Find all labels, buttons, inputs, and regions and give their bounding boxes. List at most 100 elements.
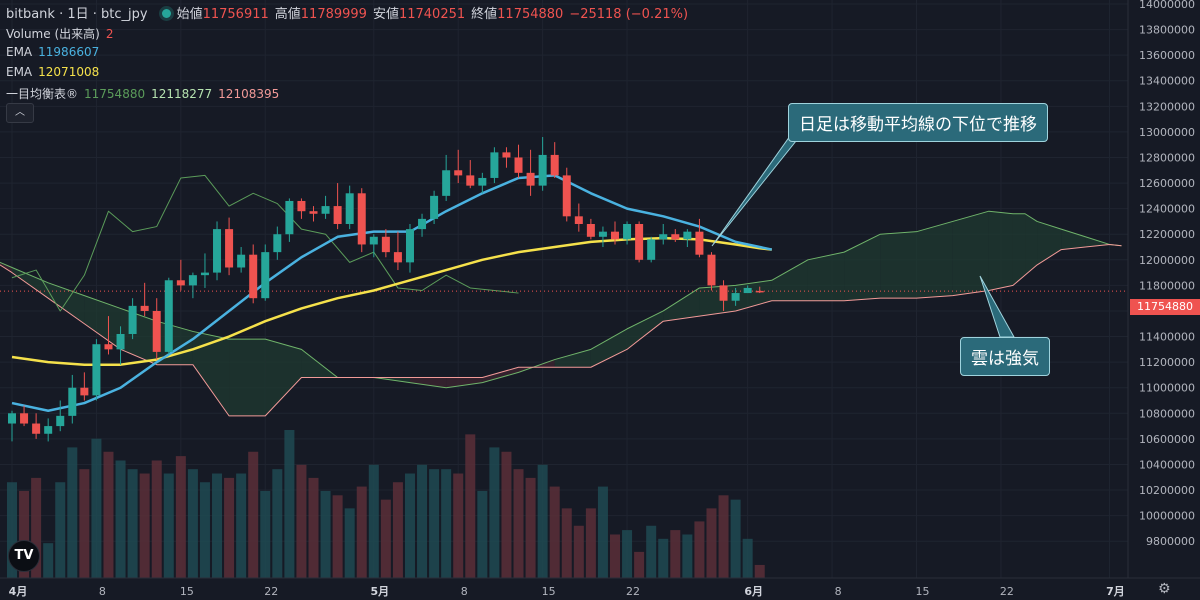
candle-body[interactable] (152, 310, 161, 352)
volume-bar (392, 482, 403, 578)
ema2-legend[interactable]: EMA 12071008 (6, 65, 105, 79)
volume-legend[interactable]: Volume (出来高) 2 (6, 25, 119, 42)
time-tick-label: 15 (180, 585, 194, 598)
candle-body[interactable] (140, 305, 149, 311)
candle-body[interactable] (92, 344, 101, 396)
candle-body[interactable] (731, 293, 740, 301)
candle-body[interactable] (381, 236, 390, 253)
candle-body[interactable] (20, 413, 29, 424)
candle-body[interactable] (514, 157, 523, 173)
candle-body[interactable] (273, 234, 282, 253)
candle-body[interactable] (176, 280, 185, 286)
tradingview-logo[interactable]: TV (8, 540, 40, 572)
symbol-name[interactable]: bitbank · 1日 · btc_jpy (6, 7, 148, 22)
candle-body[interactable] (213, 229, 222, 273)
candle-body[interactable] (719, 285, 728, 301)
candle-body[interactable] (333, 206, 342, 224)
candle-body[interactable] (454, 170, 463, 176)
ichimoku-legend[interactable]: 一目均衡表® 11754880 12118277 12108395 (6, 85, 285, 102)
candle-body[interactable] (586, 223, 595, 237)
candle-body[interactable] (68, 387, 77, 416)
candle-body[interactable] (405, 229, 414, 263)
ichimoku-value-1: 11754880 (84, 87, 146, 101)
candle-body[interactable] (430, 195, 439, 219)
gear-icon[interactable]: ⚙ (1158, 581, 1171, 597)
volume-bar (272, 469, 283, 578)
candle-body[interactable] (357, 193, 366, 245)
candle-body[interactable] (116, 333, 125, 350)
legend-collapse-button[interactable]: ︿ (6, 103, 34, 123)
time-axis[interactable] (0, 578, 1200, 600)
ichimoku-cloud-segment (265, 339, 302, 416)
candle-body[interactable] (32, 423, 41, 434)
price-tick-label: 10000000 (1139, 510, 1195, 523)
candle-body[interactable] (659, 234, 668, 240)
candle-body[interactable] (526, 172, 535, 186)
candle-body[interactable] (671, 234, 680, 240)
volume-label: Volume (出来高) (6, 27, 100, 41)
volume-bar (634, 551, 645, 578)
candle-body[interactable] (164, 280, 173, 352)
candle-body[interactable] (297, 200, 306, 212)
volume-bar (296, 464, 307, 578)
candle-body[interactable] (478, 177, 487, 186)
candle-body[interactable] (683, 231, 692, 240)
candle-body[interactable] (743, 287, 752, 294)
candle-body[interactable] (44, 426, 53, 434)
volume-bar (320, 490, 331, 578)
price-tick-label: 13800000 (1139, 24, 1195, 37)
callout-ema-note: 日足は移動平均線の下位で推移 (788, 103, 1048, 142)
ichimoku-cloud-segment (952, 211, 989, 296)
candle-body[interactable] (598, 231, 607, 237)
candle-body[interactable] (707, 254, 716, 286)
candle-body[interactable] (635, 223, 644, 260)
chevron-up-icon: ︿ (15, 107, 25, 118)
candle-body[interactable] (8, 413, 16, 424)
candle-body[interactable] (249, 254, 258, 299)
volume-bar (7, 482, 17, 578)
candle-body[interactable] (418, 218, 427, 230)
candle-body[interactable] (755, 290, 764, 293)
candle-body[interactable] (104, 344, 113, 350)
candle-body[interactable] (695, 231, 704, 255)
candle-body[interactable] (188, 275, 197, 286)
candle-body[interactable] (550, 154, 559, 176)
candle-body[interactable] (285, 200, 294, 235)
candle-body[interactable] (538, 154, 547, 186)
volume-bar (453, 473, 464, 578)
symbol-legend: bitbank · 1日 · btc_jpy 始値11756911 高値117899… (6, 3, 694, 22)
candle-body[interactable] (369, 236, 378, 245)
candle-body[interactable] (309, 211, 318, 214)
candle-body[interactable] (623, 223, 632, 240)
candle-body[interactable] (611, 231, 619, 240)
candle-body[interactable] (466, 175, 475, 186)
candle-body[interactable] (393, 252, 402, 263)
volume-bar (248, 451, 259, 578)
time-tick-label: 8 (835, 585, 842, 598)
candle-body[interactable] (321, 206, 330, 214)
candle-body[interactable] (490, 152, 499, 178)
candle-body[interactable] (80, 387, 89, 396)
candle-body[interactable] (128, 305, 137, 334)
open-label: 始値 (176, 7, 203, 22)
candle-body[interactable] (502, 152, 511, 158)
candle-body[interactable] (345, 193, 354, 224)
candle-body[interactable] (56, 415, 65, 427)
ichimoku-cloud-segment (1025, 213, 1038, 276)
high-label: 高値 (274, 7, 301, 22)
candle-body[interactable] (647, 239, 656, 260)
candle-body[interactable] (574, 216, 583, 224)
ema1-legend[interactable]: EMA 11986607 (6, 45, 105, 59)
candle-body[interactable] (237, 254, 246, 268)
volume-bar (19, 490, 30, 578)
candle-body[interactable] (442, 170, 451, 196)
candle-body[interactable] (200, 272, 209, 276)
volume-bar (404, 473, 415, 578)
candle-body[interactable] (562, 175, 571, 217)
volume-bar (489, 447, 500, 578)
candle-body[interactable] (261, 252, 270, 299)
ichimoku-cloud-segment (554, 349, 591, 368)
volume-bar (151, 460, 162, 578)
candle-body[interactable] (225, 229, 234, 268)
